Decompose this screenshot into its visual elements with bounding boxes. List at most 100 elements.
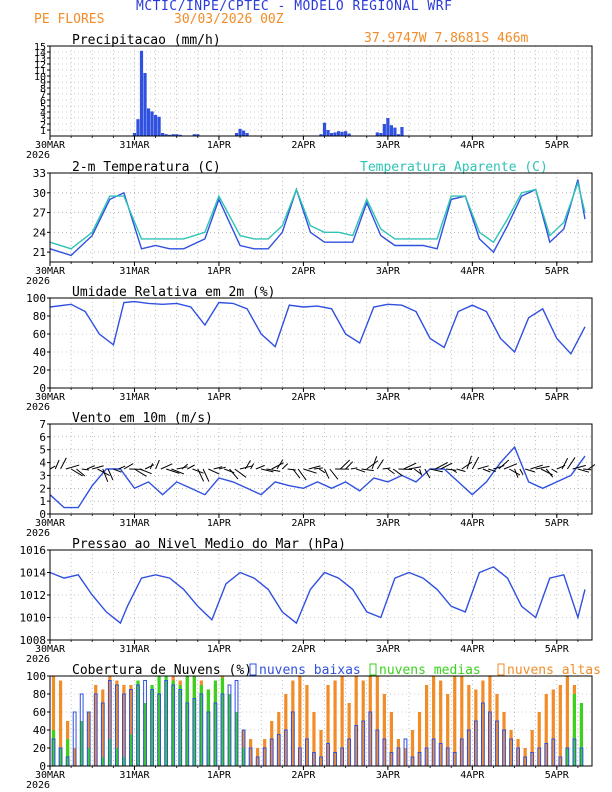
header-coords: 37.9747W 7.8681S 466m: [364, 31, 529, 46]
wind-vector: [340, 459, 351, 470]
cloud-bar-altas: [474, 689, 478, 766]
x-tick-label: 3APR: [376, 644, 401, 655]
cloud-bar-altas: [122, 685, 126, 766]
precip-bar: [241, 130, 246, 136]
precip-bar: [146, 108, 151, 136]
x-tick-label: 5APR: [545, 392, 570, 403]
header-title: MCTIC/INPE/CPTEC - MODELO REGIONAL WRF: [136, 0, 453, 14]
cloud-bar-altas: [530, 730, 534, 766]
x-tick-label: 31MAR: [119, 392, 150, 403]
cloud-bar-medias: [108, 739, 112, 766]
wind-vector: [202, 468, 210, 482]
precip-bar: [319, 134, 323, 136]
wind-vector: [361, 468, 374, 472]
wind-vector: [318, 468, 326, 474]
wind-vector: [102, 468, 109, 483]
y-tick-label: 33: [33, 167, 46, 180]
wind-vector: [356, 468, 366, 473]
cloud-bar-medias: [192, 676, 196, 766]
cloud-bar-altas: [58, 680, 63, 766]
y-tick-label: 14: [34, 48, 46, 59]
wind-vector: [509, 468, 521, 476]
precip-bar: [139, 50, 144, 136]
wind-vector: [49, 465, 56, 470]
cloud-bar-medias: [58, 748, 63, 766]
wind-vector: [577, 468, 590, 473]
legend-swatch: [497, 663, 505, 676]
wind-vector: [118, 465, 126, 470]
x-tick-label: 2APR: [291, 644, 316, 655]
y-tick-label: 40: [33, 724, 46, 737]
wind-vector: [86, 465, 96, 470]
cloud-bar-altas: [417, 712, 422, 766]
wind-vector: [197, 468, 205, 482]
x-tick-label: 4APR: [460, 644, 485, 655]
precip-bar: [132, 133, 137, 136]
cloud-bar-altas: [326, 685, 330, 766]
wind-vector: [123, 463, 134, 470]
wind-vector: [445, 468, 457, 471]
cloud-bar-medias: [206, 689, 210, 766]
cloud-bar-altas: [488, 676, 492, 766]
x-tick-label: 2APR: [291, 770, 316, 781]
y-tick-label: 6: [39, 431, 46, 444]
wind-title: Vento em 10m (m/s): [72, 411, 213, 426]
wind-vector: [524, 468, 536, 473]
wind-vector: [419, 468, 423, 476]
cloud-bar-altas: [305, 685, 309, 766]
wind-vector: [471, 456, 480, 470]
precip-bar: [196, 134, 200, 136]
precip-bar: [389, 125, 393, 136]
cloud-bar-altas: [424, 685, 429, 766]
x-tick-label: 5APR: [545, 266, 570, 277]
precip-bar: [396, 134, 401, 136]
x-tick-label: 3APR: [376, 266, 401, 277]
x-tick-label: 3APR: [376, 770, 401, 781]
wind-vector: [366, 460, 379, 470]
wind-vector: [297, 468, 307, 481]
cloud-bar-altas: [495, 694, 499, 766]
y-tick-label: 0: [39, 508, 46, 521]
precip-bar: [136, 119, 140, 136]
x-tick-label: 30MAR: [35, 266, 66, 277]
precip-bar: [329, 133, 334, 136]
wind-vector: [276, 459, 284, 470]
x-tick-label: 31MAR: [119, 140, 150, 151]
cloud-bar-medias: [65, 739, 70, 766]
x-tick-label: 4APR: [460, 770, 485, 781]
cloud-bar-medias: [185, 676, 189, 766]
legend-swatch: [369, 663, 377, 676]
wind-vector: [181, 463, 189, 470]
precip-bar: [153, 115, 158, 136]
temp-series-line: [49, 179, 586, 257]
precip-bar: [157, 116, 161, 136]
temp-title: 2-m Temperatura (C): [72, 160, 221, 175]
precip-bar: [326, 130, 330, 136]
temp-legend-apparent: Temperatura Aparente (C): [360, 160, 548, 175]
y-tick-label: 100: [26, 292, 46, 305]
y-tick-label: 100: [26, 670, 46, 683]
cloud-bar-altas: [347, 703, 351, 766]
rh-panel: 0 20 40 60 80 100 30MAR 31MAR 1APR 2APR 3APR 4APR 5A…: [26, 285, 593, 413]
cloud-bar-altas: [249, 739, 253, 766]
wind-vector: [139, 468, 152, 475]
y-tick-label: 15: [34, 42, 46, 53]
cloud-bar-altas: [460, 676, 464, 766]
wind-vector: [530, 464, 543, 470]
wind-vector: [440, 462, 453, 470]
y-tick-label: 0: [39, 382, 46, 395]
cloud-bar-altas: [502, 712, 506, 766]
precip-bar: [143, 73, 147, 136]
y-tick-label: 4: [40, 108, 46, 119]
wind-vector: [350, 467, 358, 470]
y-tick-label: 7: [40, 90, 46, 101]
cloud-bar-altas: [73, 748, 77, 766]
y-tick-label: 12: [34, 60, 46, 71]
y-tick-label: 80: [33, 688, 46, 701]
cloud-bar-medias: [178, 685, 182, 766]
cloud-bar-medias: [220, 677, 225, 766]
wind-vector: [134, 468, 147, 477]
x-tick-label: 31MAR: [119, 770, 150, 781]
wind-vector: [250, 463, 255, 470]
